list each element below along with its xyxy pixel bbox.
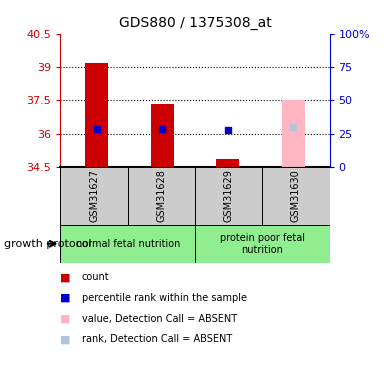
- Bar: [262, 167, 330, 225]
- Bar: [128, 167, 195, 225]
- Bar: [195, 167, 262, 225]
- Bar: [60, 225, 195, 262]
- Text: value, Detection Call = ABSENT: value, Detection Call = ABSENT: [82, 314, 237, 324]
- Text: rank, Detection Call = ABSENT: rank, Detection Call = ABSENT: [82, 334, 232, 344]
- Text: GSM31630: GSM31630: [291, 170, 301, 222]
- Text: ■: ■: [60, 293, 71, 303]
- Text: normal fetal nutrition: normal fetal nutrition: [76, 239, 180, 249]
- Text: GSM31628: GSM31628: [156, 170, 167, 222]
- Text: percentile rank within the sample: percentile rank within the sample: [82, 293, 247, 303]
- Text: protein poor fetal
nutrition: protein poor fetal nutrition: [220, 233, 305, 255]
- Text: ■: ■: [60, 334, 71, 344]
- Bar: [282, 100, 305, 167]
- Text: GSM31629: GSM31629: [223, 170, 234, 222]
- Text: count: count: [82, 273, 110, 282]
- Bar: [60, 167, 128, 225]
- Bar: [195, 225, 330, 262]
- Bar: [216, 159, 239, 167]
- Title: GDS880 / 1375308_at: GDS880 / 1375308_at: [119, 16, 271, 30]
- Text: GSM31627: GSM31627: [89, 170, 99, 222]
- Text: growth protocol: growth protocol: [4, 239, 92, 249]
- Text: ■: ■: [60, 273, 71, 282]
- Bar: [151, 104, 174, 167]
- Bar: [85, 63, 108, 167]
- Text: ■: ■: [60, 314, 71, 324]
